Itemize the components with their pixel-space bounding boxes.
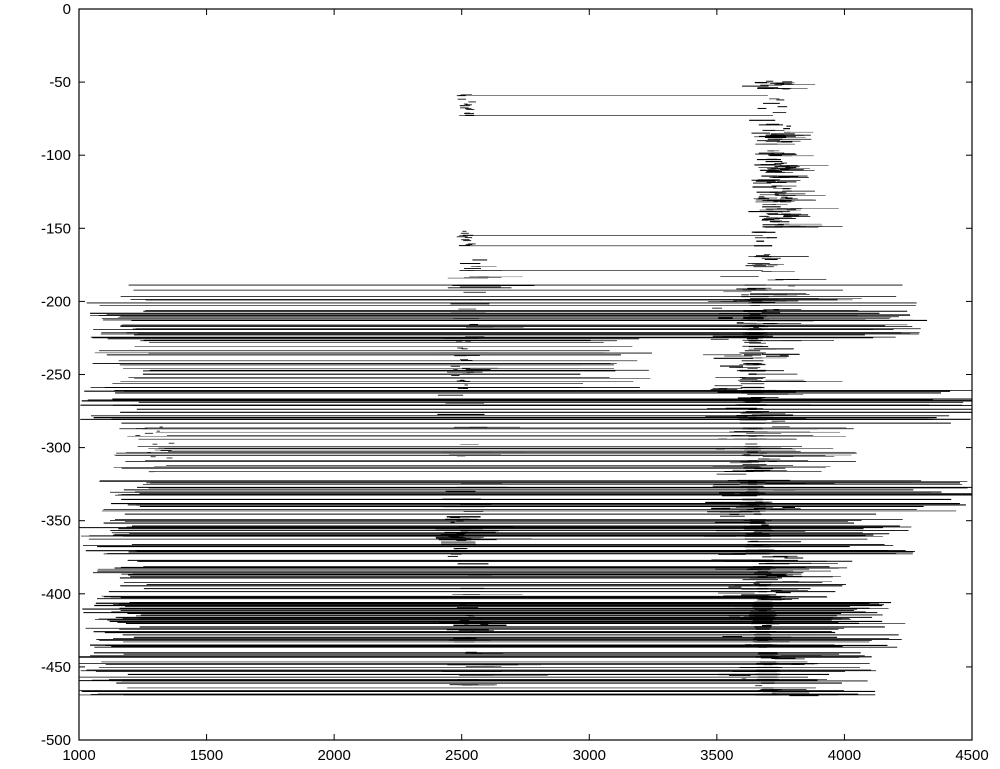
y-tick-label: -200 — [41, 293, 71, 310]
y-tick-label: -50 — [49, 74, 71, 91]
y-tick-label: -250 — [41, 367, 71, 384]
x-tick-label: 3000 — [573, 747, 606, 764]
y-tick-label: -400 — [41, 586, 71, 603]
x-tick-label: 1000 — [62, 747, 95, 764]
y-tick-label: -450 — [41, 659, 71, 676]
x-tick-label: 2000 — [317, 747, 350, 764]
chart-svg: 1000 1500 2000 2500 3000 3500 4000 4500 0 -50 -100… — [0, 0, 1000, 769]
y-tick-label: -150 — [41, 220, 71, 237]
line-chart: 1000 1500 2000 2500 3000 3500 4000 4500 0 -50 -100… — [0, 0, 1000, 769]
x-tick-label: 4000 — [828, 747, 861, 764]
y-tick-label: -350 — [41, 513, 71, 530]
x-tick-label: 1500 — [190, 747, 223, 764]
x-tick-label: 2500 — [445, 747, 478, 764]
y-tick-label: -300 — [41, 440, 71, 457]
x-tick-label: 4500 — [955, 747, 988, 764]
trace-group — [79, 81, 972, 695]
y-tick-label: -500 — [41, 732, 71, 749]
y-tick-label: 0 — [63, 1, 71, 18]
x-tick-label: 3500 — [700, 747, 733, 764]
y-tick-label: -100 — [41, 147, 71, 164]
